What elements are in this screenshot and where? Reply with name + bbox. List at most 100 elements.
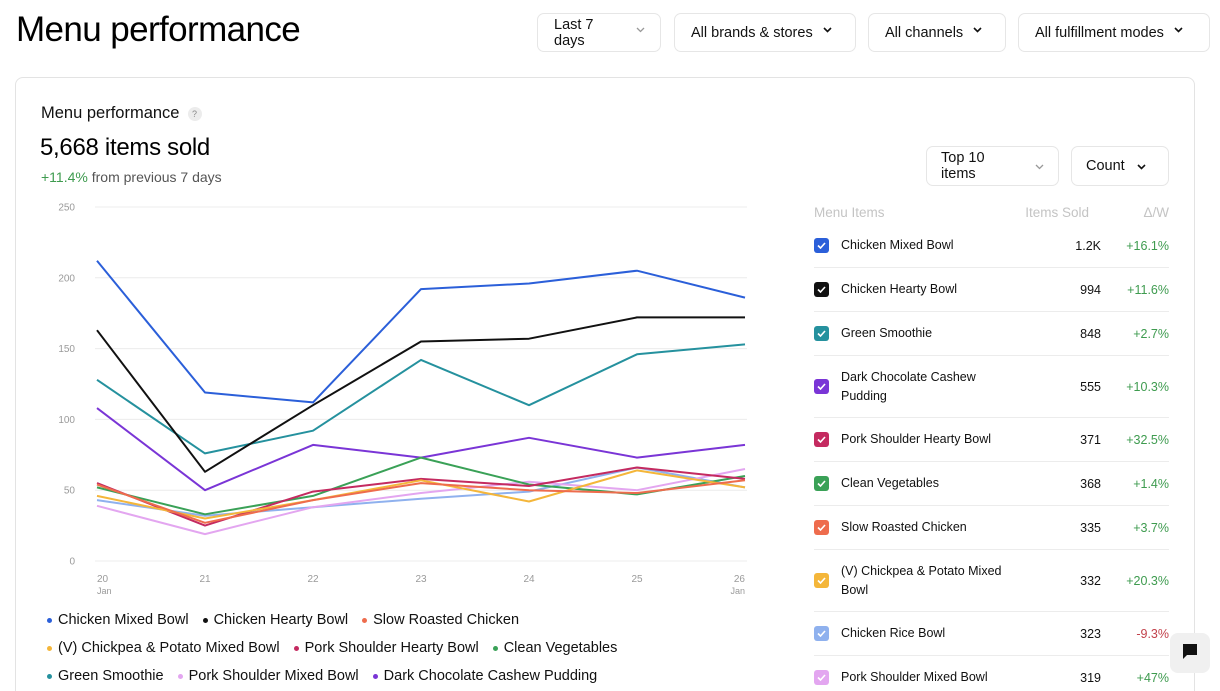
item-name: Chicken Hearty Bowl xyxy=(841,282,958,296)
x-tick-label: 24 xyxy=(523,574,535,585)
y-tick-label: 250 xyxy=(58,203,75,214)
item-cell: Chicken Mixed Bowl xyxy=(814,236,1016,255)
item-cell: Clean Vegetables xyxy=(814,474,1016,493)
items-sold-value: 371 xyxy=(1080,432,1101,447)
legend-item[interactable]: Pork Shoulder Hearty Bowl xyxy=(293,640,479,656)
item-checkbox[interactable] xyxy=(814,573,829,588)
menu-items-table: Menu Items Items Sold Δ/W Chicken Mixed … xyxy=(814,200,1169,691)
delta-value: +2.7% xyxy=(1133,326,1169,341)
legend-item[interactable]: Pork Shoulder Mixed Bowl xyxy=(177,668,359,684)
date-range-filter[interactable]: Last 7 days xyxy=(537,13,661,52)
help-icon[interactable]: ? xyxy=(187,106,202,121)
series-line-v-chickpea-potato-mixed-bowl[interactable] xyxy=(96,469,746,520)
series-line-chicken-hearty-bowl[interactable] xyxy=(96,316,745,473)
item-checkbox[interactable] xyxy=(814,476,829,491)
item-checkbox[interactable] xyxy=(814,326,829,341)
legend-row: Green Smoothie Pork Shoulder Mixed Bowl Da… xyxy=(47,662,687,690)
legend-item[interactable]: Green Smoothie xyxy=(47,668,164,684)
item-checkbox[interactable] xyxy=(814,432,829,447)
items-sold-value: 848 xyxy=(1080,326,1101,341)
metric-label: Count xyxy=(1086,158,1125,174)
items-sold-value: 1.2K xyxy=(1075,238,1101,253)
item-name: Pork Shoulder Mixed Bowl xyxy=(841,670,988,684)
y-tick-label: 0 xyxy=(69,557,75,568)
top-items-select[interactable]: Top 10 items xyxy=(926,146,1059,186)
legend-item[interactable]: Chicken Hearty Bowl xyxy=(202,612,348,628)
item-cell: Pork Shoulder Mixed Bowl xyxy=(814,668,1016,687)
legend-dot-icon xyxy=(47,645,52,651)
top-items-label: Top 10 items xyxy=(941,150,985,182)
chevron-down-icon xyxy=(1137,158,1146,174)
x-tick-label: 26 xyxy=(734,574,746,585)
chevron-down-icon xyxy=(1174,26,1183,35)
table-row: Dark Chocolate Cashew Pudding 555 +10.3% xyxy=(814,356,1169,418)
series-line-pork-shoulder-hearty-bowl[interactable] xyxy=(96,466,746,527)
legend-dot-icon xyxy=(177,673,183,679)
chat-icon xyxy=(1181,642,1199,665)
series-line-clean-vegetables[interactable] xyxy=(96,456,746,516)
legend-item[interactable]: Dark Chocolate Cashew Pudding xyxy=(372,668,598,684)
legend-item[interactable]: Chicken Mixed Bowl xyxy=(47,612,189,628)
legend-row: Chicken Mixed Bowl Chicken Hearty Bowl Slo… xyxy=(47,606,687,634)
checkmark-icon xyxy=(817,286,826,293)
legend-label: Dark Chocolate Cashew Pudding xyxy=(383,668,598,684)
items-sold-value: 335 xyxy=(1080,520,1101,535)
table-row: Clean Vegetables 368 +1.4% xyxy=(814,462,1169,506)
table-row: Chicken Hearty Bowl 994 +11.6% xyxy=(814,268,1169,312)
item-name: Dark Chocolate Cashew Pudding xyxy=(841,369,976,403)
legend-dot-icon xyxy=(293,645,299,651)
legend-item[interactable]: Clean Vegetables xyxy=(492,640,618,656)
total-delta: +11.4% from previous 7 days xyxy=(41,169,222,185)
date-range-label: Last 7 days xyxy=(554,16,594,49)
series-line-dark-chocolate-cashew-pudding[interactable] xyxy=(96,407,746,492)
page-title: Menu performance xyxy=(16,10,301,49)
chat-button[interactable] xyxy=(1170,633,1210,673)
item-checkbox[interactable] xyxy=(814,238,829,253)
y-tick-label: 100 xyxy=(58,415,75,426)
item-checkbox[interactable] xyxy=(814,379,829,394)
item-cell: Green Smoothie xyxy=(814,324,1016,343)
legend-dot-icon xyxy=(372,673,378,679)
checkmark-icon xyxy=(817,383,826,390)
items-sold-value: 323 xyxy=(1080,626,1101,641)
total-delta-value: +11.4% xyxy=(41,169,88,185)
fulfillment-modes-filter[interactable]: All fulfillment modes xyxy=(1018,13,1210,52)
card-title: Menu performance ? xyxy=(41,104,202,123)
series-line-green-smoothie[interactable] xyxy=(96,343,746,455)
legend-item[interactable]: Slow Roasted Chicken xyxy=(362,612,519,628)
item-name: Pork Shoulder Hearty Bowl xyxy=(841,432,992,446)
legend-label: Pork Shoulder Hearty Bowl xyxy=(304,640,479,656)
items-sold-value: 555 xyxy=(1080,379,1101,394)
item-name: Slow Roasted Chicken xyxy=(841,520,967,534)
checkmark-icon xyxy=(817,630,826,637)
legend-label: Clean Vegetables xyxy=(503,640,618,656)
legend-label: Slow Roasted Chicken xyxy=(373,612,520,628)
delta-value: +1.4% xyxy=(1133,476,1169,491)
series-line-slow-roasted-chicken[interactable] xyxy=(96,479,746,524)
chevron-down-icon xyxy=(1035,158,1044,174)
header-menu-items[interactable]: Menu Items xyxy=(814,204,885,220)
legend-dot-icon xyxy=(47,673,52,679)
metric-select[interactable]: Count xyxy=(1071,146,1169,186)
series-line-chicken-mixed-bowl[interactable] xyxy=(96,260,746,404)
items-sold-value: 332 xyxy=(1080,573,1101,588)
channels-filter[interactable]: All channels xyxy=(868,13,1006,52)
item-checkbox[interactable] xyxy=(814,626,829,641)
legend-label: Green Smoothie xyxy=(58,668,164,684)
table-row: Slow Roasted Chicken 335 +3.7% xyxy=(814,506,1169,550)
header-delta[interactable]: Δ/W xyxy=(1143,204,1169,220)
checkmark-icon xyxy=(817,436,826,443)
brands-stores-filter[interactable]: All brands & stores xyxy=(674,13,856,52)
delta-value: +11.6% xyxy=(1127,282,1169,297)
series-line-pork-shoulder-mixed-bowl[interactable] xyxy=(96,468,746,536)
legend-item[interactable]: (V) Chickpea & Potato Mixed Bowl xyxy=(47,640,280,656)
legend-dot-icon xyxy=(47,617,52,623)
header-items-sold[interactable]: Items Sold xyxy=(1025,204,1089,220)
item-checkbox[interactable] xyxy=(814,520,829,535)
item-checkbox[interactable] xyxy=(814,670,829,685)
x-tick-label: 23 xyxy=(415,574,427,585)
item-cell: Slow Roasted Chicken xyxy=(814,518,1016,537)
item-checkbox[interactable] xyxy=(814,282,829,297)
checkmark-icon xyxy=(817,242,826,249)
